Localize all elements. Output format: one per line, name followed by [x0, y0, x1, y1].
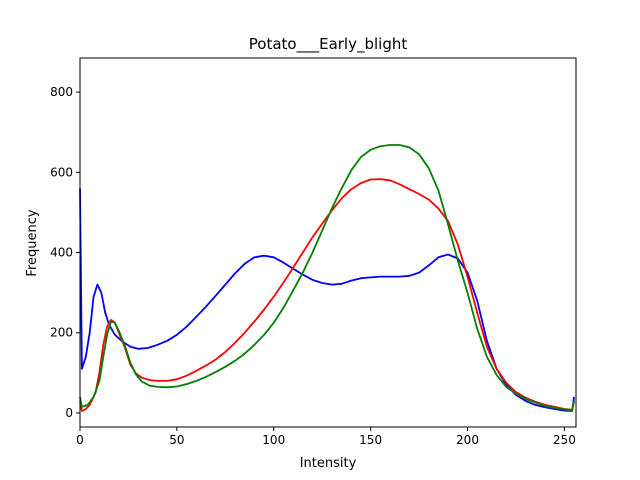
series-layer — [79, 144, 575, 412]
y-axis: 0 200 400 600 800 — [50, 85, 80, 420]
plot-frame — [79, 57, 577, 428]
y-tick-label: 200 — [50, 326, 73, 340]
y-tick-label: 600 — [50, 165, 73, 179]
x-axis: 0 50 100 150 200 250 — [76, 427, 576, 447]
series-line-0 — [79, 188, 575, 412]
x-tick-label: 0 — [76, 433, 84, 447]
x-tick-label: 250 — [553, 433, 576, 447]
x-axis-label: Intensity — [300, 456, 357, 471]
y-tick-label: 400 — [50, 246, 73, 260]
y-axis-label: Frequency — [25, 209, 40, 276]
x-tick-label: 150 — [359, 433, 382, 447]
series-line-2 — [79, 144, 575, 412]
x-tick-label: 100 — [262, 433, 285, 447]
x-tick-label: 50 — [169, 433, 184, 447]
x-tick-label: 200 — [456, 433, 479, 447]
y-tick-label: 0 — [65, 406, 73, 420]
chart-title: Potato___Early_blight — [249, 35, 408, 54]
series-line-1 — [79, 178, 575, 412]
y-tick-label: 800 — [50, 85, 73, 99]
